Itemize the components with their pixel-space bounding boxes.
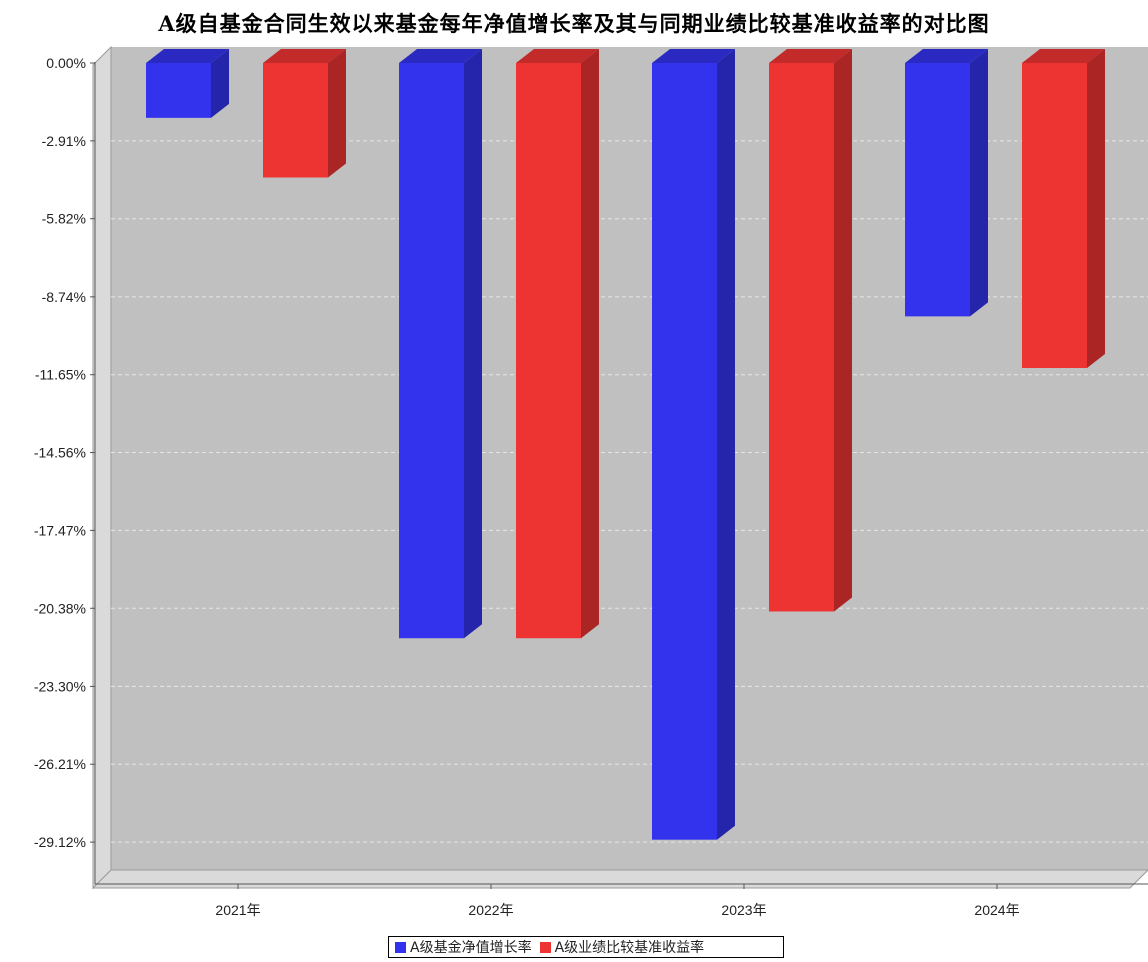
bar-top-face: [263, 49, 346, 63]
x-tick-label: 2022年: [468, 902, 513, 918]
chart-title: A级自基金合同生效以来基金每年净值增长率及其与同期业绩比较基准收益率的对比图: [158, 11, 990, 36]
bar-top-face: [769, 49, 852, 63]
bar: [146, 49, 229, 118]
bar-side-face: [717, 49, 735, 840]
x-tick-label: 2021年: [215, 902, 260, 918]
legend: A级基金净值增长率 A级业绩比较基准收益率: [388, 936, 784, 958]
plot-floor: [91, 869, 1148, 889]
y-tick-label: -29.12%: [34, 834, 86, 850]
bar-front-face: [516, 63, 581, 639]
bar-top-face: [905, 49, 988, 63]
legend-label: A级基金净值增长率: [410, 940, 532, 956]
bar-top-face: [516, 49, 599, 63]
bar-front-face: [1022, 63, 1087, 369]
bar-front-face: [769, 63, 834, 612]
bar: [769, 49, 852, 612]
bar: [1022, 49, 1105, 369]
bar-side-face: [1087, 49, 1105, 369]
bar-side-face: [970, 49, 988, 317]
bar-top-face: [1022, 49, 1105, 63]
legend-item-series-1: A级业绩比较基准收益率: [539, 937, 705, 957]
y-axis: 0.00% -2.91% -5.82% -8.74% -11.65% -14.56% -17…: [34, 55, 95, 850]
bar: [652, 49, 735, 840]
bar: [905, 49, 988, 317]
bar-front-face: [652, 63, 717, 840]
bar-side-face: [211, 49, 229, 118]
y-tick-label: -2.91%: [42, 133, 86, 149]
y-tick-label: -20.38%: [34, 600, 86, 616]
y-tick-label: -5.82%: [42, 211, 86, 227]
y-tick-label: -14.56%: [34, 445, 86, 461]
legend-swatch-blue: [395, 941, 406, 953]
bar: [399, 49, 482, 639]
bar-front-face: [905, 63, 970, 317]
bar-side-face: [834, 49, 852, 612]
x-tick-label: 2024年: [974, 902, 1019, 918]
bar-front-face: [263, 63, 328, 178]
bar-side-face: [581, 49, 599, 639]
x-axis: 2021年 2022年 2023年 2024年: [215, 884, 1020, 918]
y-tick-label: 0.00%: [46, 55, 86, 71]
legend-swatch-red: [539, 941, 551, 953]
bar-top-face: [146, 49, 229, 63]
bars: [146, 49, 1105, 840]
bar-top-face: [652, 49, 735, 63]
bar-front-face: [399, 63, 464, 639]
y-tick-label: -8.74%: [42, 289, 86, 305]
bar-top-face: [399, 49, 482, 63]
y-tick-label: -23.30%: [34, 678, 86, 694]
y-tick-label: -17.47%: [34, 522, 86, 538]
plot-frame: [91, 45, 1148, 890]
y-tick-label: -11.65%: [35, 367, 86, 383]
legend-label: A级业绩比较基准收益率: [554, 940, 705, 956]
bar: [516, 49, 599, 639]
y-tick-label: -26.21%: [34, 756, 86, 772]
legend-item-series-0: A级基金净值增长率: [395, 937, 532, 957]
bar: [263, 49, 346, 178]
bar-side-face: [328, 49, 346, 178]
plot-left-wall: [92, 45, 112, 890]
bar-side-face: [464, 49, 482, 639]
bar-front-face: [146, 63, 211, 118]
x-tick-label: 2023年: [721, 902, 766, 918]
